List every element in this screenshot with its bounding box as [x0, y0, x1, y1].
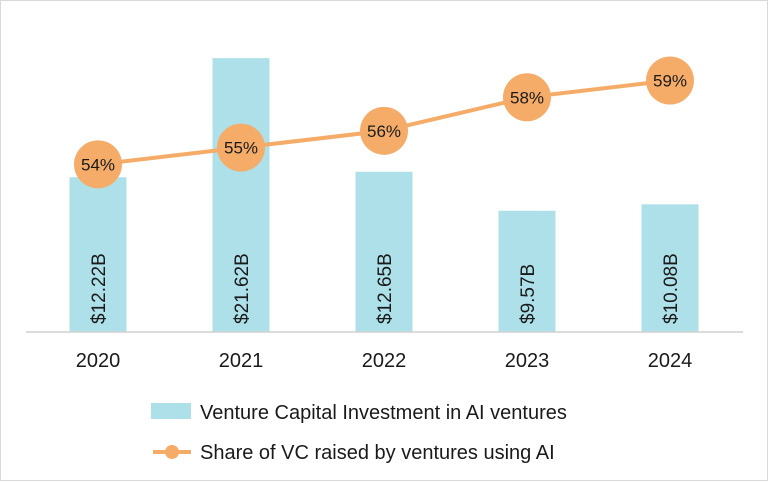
bar-value-label-2023: $9.57B [518, 264, 539, 324]
bar-value-label-2020: $12.22B [89, 253, 110, 324]
bar-2022 [355, 171, 413, 332]
legend-bar-swatch [151, 403, 191, 419]
line-point-label-2023: 58% [510, 88, 544, 107]
line-point-2022 [360, 106, 408, 155]
line-point-label-2020: 54% [81, 155, 115, 174]
bar-value-label-2022: $12.65B [375, 253, 396, 324]
legend-line-label: Share of VC raised by ventures using AI [200, 442, 555, 464]
bar-2024 [641, 204, 699, 332]
legend-bar-label: Venture Capital Investment in AI venture… [200, 402, 567, 424]
bar-labels: $12.22B $21.62B $12.65B $9.57B $10.08B [89, 253, 682, 324]
bar-2021 [212, 58, 270, 332]
line-series: 54% 55% 56% 58% 59% [74, 56, 694, 189]
x-tick-labels: 2020 2021 2022 2023 2024 [76, 350, 693, 372]
legend: Venture Capital Investment in AI venture… [151, 402, 567, 464]
x-tick-2022: 2022 [362, 350, 407, 372]
bar-2020 [69, 177, 127, 332]
line-point-2021 [217, 123, 265, 172]
legend-line-marker [165, 445, 179, 459]
bar-series [69, 58, 699, 332]
line-point-label-2024: 59% [653, 72, 687, 91]
line-point-2020 [74, 140, 122, 189]
line-point-2023 [503, 73, 551, 122]
bar-2023 [498, 210, 556, 332]
x-tick-2021: 2021 [219, 350, 264, 372]
x-tick-2020: 2020 [76, 350, 121, 372]
line-point-label-2021: 55% [224, 139, 258, 158]
line-point-2024 [646, 56, 694, 105]
bar-value-label-2024: $10.08B [661, 253, 682, 324]
bar-value-label-2021: $21.62B [232, 253, 253, 324]
x-tick-2024: 2024 [648, 350, 693, 372]
x-tick-2023: 2023 [505, 350, 550, 372]
line-point-label-2022: 56% [367, 122, 401, 141]
